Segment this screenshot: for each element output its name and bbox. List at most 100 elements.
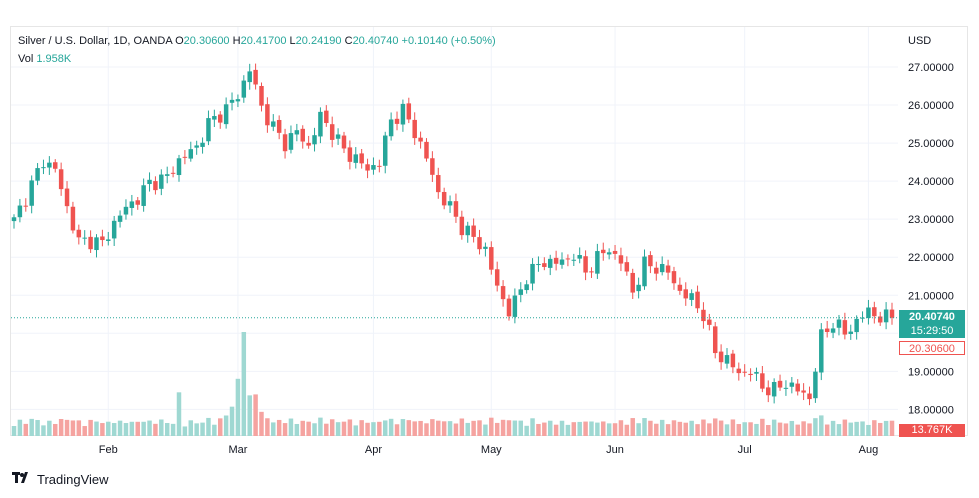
- candle-body: [447, 201, 453, 206]
- volume-bar: [111, 423, 117, 436]
- candle-body: [571, 259, 577, 261]
- volume-bar: [483, 424, 488, 436]
- candle-body: [400, 103, 406, 125]
- volume-bar: [866, 424, 871, 436]
- symbol-title: Silver / U.S. Dollar, 1D, OANDA: [18, 35, 173, 47]
- volume-bar: [718, 420, 724, 436]
- candle-body: [212, 116, 217, 120]
- candle-body: [842, 320, 848, 335]
- candle-body: [394, 118, 400, 124]
- volume-bar: [324, 423, 329, 436]
- volume-bar: [117, 420, 123, 436]
- volume-bar: [265, 418, 270, 436]
- volume-bar: [453, 423, 459, 436]
- volume-bar: [218, 418, 223, 436]
- candle-body: [518, 289, 524, 295]
- candle-body: [789, 382, 795, 387]
- volume-bar: [766, 425, 771, 436]
- candle-body: [153, 181, 158, 191]
- volume-bar: [247, 395, 252, 436]
- volume-bar: [848, 422, 853, 436]
- volume-bar: [153, 423, 158, 436]
- vol-label: Vol: [18, 53, 34, 65]
- volume-bar: [854, 421, 859, 436]
- candle-body: [347, 147, 353, 162]
- candle-body: [889, 309, 895, 318]
- candle-body: [854, 318, 859, 333]
- volume-bar: [642, 418, 647, 436]
- tradingview-brand[interactable]: TradingView: [37, 472, 109, 487]
- candle-body: [624, 262, 630, 272]
- candle-body: [436, 175, 441, 193]
- currency-label: USD: [908, 35, 932, 47]
- candle-body: [819, 329, 824, 373]
- volume-bar: [35, 420, 40, 436]
- candle-body: [176, 158, 182, 176]
- candle-body: [388, 119, 394, 137]
- candle-body: [506, 298, 512, 317]
- volume-bar: [64, 419, 70, 436]
- volume-bar: [724, 424, 730, 436]
- volume-tag: 13.767K: [899, 424, 965, 437]
- candle-body: [271, 121, 276, 127]
- volume-bar: [141, 421, 146, 436]
- chart-frame: [10, 26, 968, 436]
- candle-body: [636, 284, 641, 292]
- volume-bar: [235, 378, 241, 436]
- volume-bar: [424, 423, 429, 436]
- y-tick-label: 18.00000: [908, 404, 954, 416]
- candle-body: [200, 142, 205, 147]
- candle-body: [677, 284, 683, 291]
- tradingview-logo-icon[interactable]: [12, 472, 32, 487]
- y-tick-label: 24.00000: [908, 176, 954, 188]
- candle-body: [365, 164, 370, 171]
- volume-bar: [88, 419, 93, 436]
- volume-bar: [553, 424, 559, 436]
- candle-body: [860, 317, 865, 319]
- candle-body: [111, 220, 117, 239]
- volume-bar: [601, 421, 606, 436]
- candle-body: [642, 256, 647, 287]
- volume-bar: [819, 415, 824, 436]
- volume-bar: [465, 422, 470, 436]
- volume-bar: [671, 420, 677, 436]
- candle-body: [206, 118, 211, 142]
- candle-body: [82, 237, 87, 239]
- volume-bar: [689, 420, 694, 436]
- volume-bar: [76, 420, 82, 436]
- candle-body: [382, 135, 388, 166]
- candle-body: [801, 390, 806, 393]
- candle-body: [866, 307, 871, 319]
- candle-body: [601, 249, 606, 254]
- volume-bar: [271, 422, 276, 436]
- volume-bar: [253, 394, 258, 436]
- volume-bar: [789, 420, 795, 436]
- candle-body: [259, 85, 264, 106]
- candle-body: [100, 236, 105, 241]
- candle-body: [135, 200, 140, 205]
- volume-bar: [760, 418, 765, 436]
- volume-bar: [229, 406, 235, 436]
- volume-bar: [312, 423, 317, 436]
- candle-body: [695, 291, 700, 309]
- candle-body: [583, 256, 588, 273]
- candle-body: [630, 272, 635, 293]
- y-tick-label: 23.00000: [908, 214, 954, 226]
- volume-bar: [559, 420, 565, 436]
- candle-body: [471, 225, 476, 237]
- candle-body: [654, 267, 659, 274]
- volume-bar: [123, 423, 129, 436]
- candle-body: [76, 229, 82, 238]
- volume-bar: [624, 424, 630, 436]
- candle-body: [218, 114, 223, 123]
- volume-bar: [683, 422, 688, 436]
- volume-bar: [583, 421, 588, 436]
- candle-body: [377, 165, 382, 167]
- volume-bar: [618, 420, 624, 436]
- volume-bar: [489, 417, 494, 436]
- volume-bar: [654, 423, 659, 436]
- volume-bar: [294, 423, 300, 436]
- volume-bar: [282, 423, 288, 436]
- volume-bar: [335, 422, 341, 436]
